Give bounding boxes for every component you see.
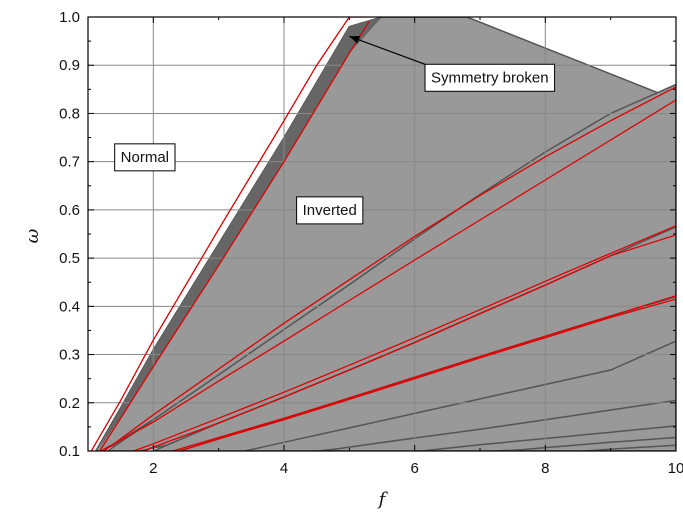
boundary-curve-6 <box>143 234 676 451</box>
annotations: Normal Inverted Symmetry broken <box>114 35 556 225</box>
x-tick-label: 8 <box>541 460 549 477</box>
annotation-normal: Normal <box>114 143 176 172</box>
annotation-symmetry-broken: Symmetry broken <box>349 35 556 92</box>
inverted-region-9 <box>584 444 676 451</box>
annotation-box <box>424 63 556 92</box>
y-tick-label: 0.1 <box>59 443 80 460</box>
boundary-curve-4 <box>100 99 676 451</box>
annotation-inverted: Inverted <box>296 196 364 225</box>
annotation-box <box>296 196 364 225</box>
annotation-arrow-shaft <box>349 35 426 65</box>
boundary-curve-2 <box>99 21 370 451</box>
y-tick-label: 1.0 <box>59 9 80 26</box>
y-axis-title: ω <box>22 228 43 243</box>
axis-ticks: 2 4 6 8 10 0.1 0.2 0.3 0.4 0.5 0.6 0.7 0.8 0.9 1.0 <box>59 9 683 477</box>
y-tick-label: 0.8 <box>59 105 80 122</box>
annotation-arrow-head <box>349 36 361 44</box>
annotation-text: Symmetry broken <box>431 69 549 86</box>
annotation-text: Inverted <box>303 202 357 219</box>
annotation-box <box>114 143 176 172</box>
y-tick-label: 0.3 <box>59 347 80 364</box>
boundary-curve-7 <box>172 295 676 451</box>
y-tick-label: 0.2 <box>59 395 80 412</box>
boundary-curve-1 <box>90 17 369 451</box>
y-tick-label: 0.9 <box>59 57 80 74</box>
y-tick-label: 0.5 <box>59 250 80 267</box>
boundary-curve-8 <box>179 298 676 451</box>
annotation-text: Normal <box>121 149 169 166</box>
x-axis-title: f <box>377 489 389 510</box>
y-tick-label: 0.4 <box>59 298 80 315</box>
x-tick-label: 4 <box>280 460 288 477</box>
x-tick-label: 2 <box>149 460 157 477</box>
boundary-curve-5 <box>133 225 676 451</box>
y-tick-label: 0.6 <box>59 202 80 219</box>
x-tick-label: 10 <box>668 460 683 477</box>
x-tick-label: 6 <box>410 460 418 477</box>
boundary-curve-3 <box>103 86 676 451</box>
boundary-curves <box>90 17 676 451</box>
y-tick-label: 0.7 <box>59 154 80 171</box>
